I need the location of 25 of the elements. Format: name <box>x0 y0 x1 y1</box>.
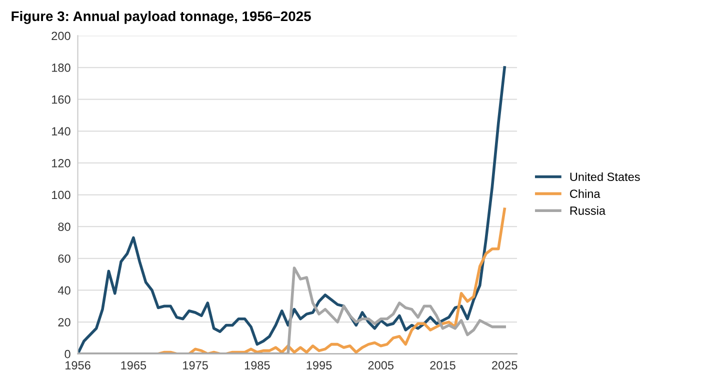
chart-title: Figure 3: Annual payload tonnage, 1956–2025 <box>12 10 311 24</box>
y-tick-label: 60 <box>58 254 70 263</box>
x-tick-label: 1956 <box>66 361 90 370</box>
line-series <box>78 66 506 354</box>
y-tick-label: 200 <box>52 32 70 40</box>
x-tick-label: 1965 <box>121 361 146 370</box>
x-tick-label: 2015 <box>430 361 456 370</box>
y-tick-label: 0 <box>64 350 70 358</box>
x-tick-label: 1975 <box>183 361 208 370</box>
legend-label: United States <box>570 172 640 182</box>
line-series <box>156 208 506 354</box>
y-tick-label: 120 <box>52 158 70 168</box>
x-tick-label: 1985 <box>244 361 270 370</box>
y-tick-label: 140 <box>52 127 70 136</box>
x-tick-label: 2025 <box>492 361 518 370</box>
y-tick-label: 80 <box>58 222 70 231</box>
x-tick-label: 2005 <box>368 361 394 370</box>
y-tick-label: 100 <box>52 190 70 200</box>
y-tick-label: 180 <box>52 64 70 72</box>
legend-label: China <box>570 189 600 198</box>
y-tick-label: 40 <box>58 286 70 295</box>
y-tick-label: 20 <box>58 318 70 326</box>
legend-label: Russia <box>570 206 606 215</box>
x-tick-label: 1995 <box>306 361 332 370</box>
y-tick-label: 160 <box>52 95 70 104</box>
